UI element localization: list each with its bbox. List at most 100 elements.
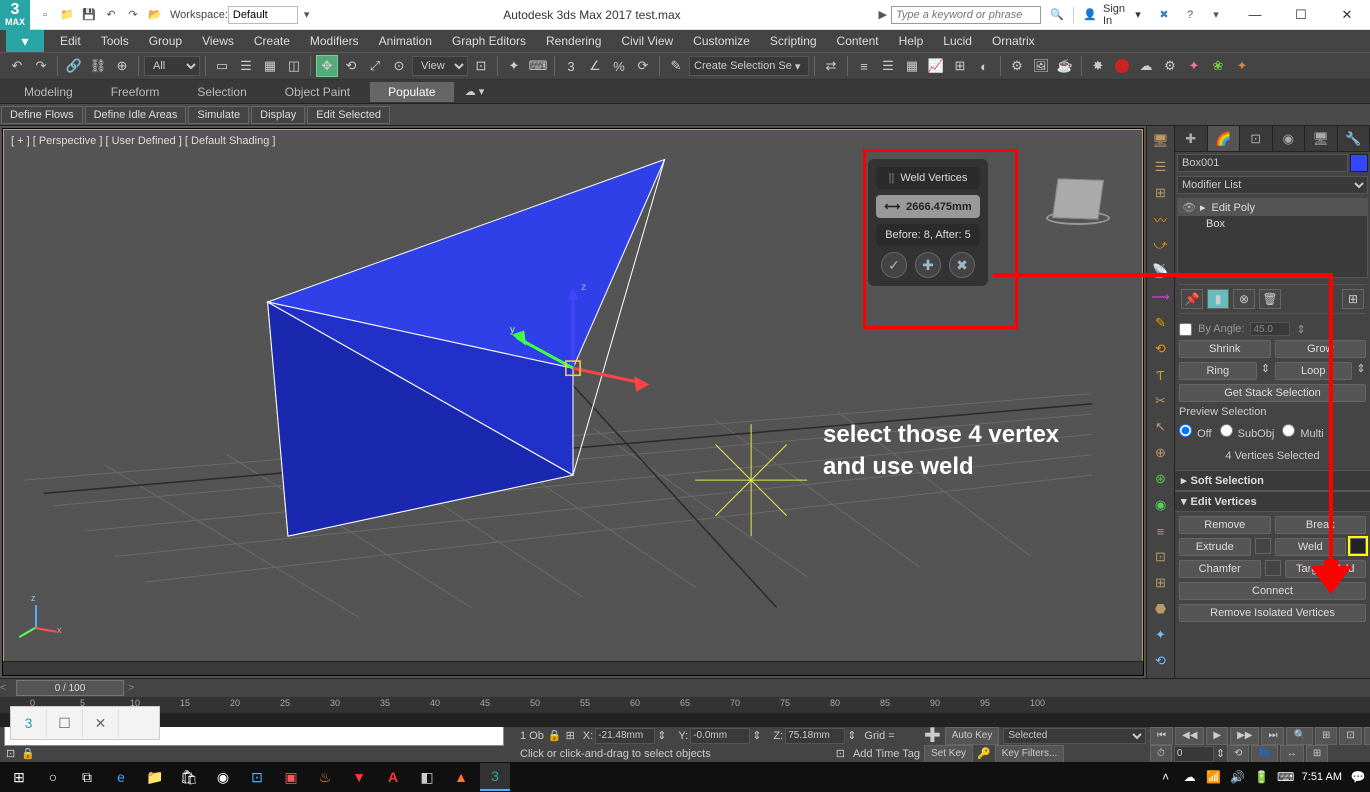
- search-left-icon[interactable]: ▶: [875, 8, 891, 21]
- save-icon[interactable]: 💾: [80, 6, 98, 24]
- preview-subobj-radio[interactable]: SubObj: [1220, 424, 1275, 440]
- taskbar-app2[interactable]: ▣: [276, 763, 306, 791]
- taskbar-app1[interactable]: ⊡: [242, 763, 272, 791]
- tray-battery-icon[interactable]: 🔋: [1254, 769, 1270, 785]
- isolate-icon[interactable]: ⊡: [6, 747, 15, 760]
- ribbon-tab-objectpaint[interactable]: Object Paint: [267, 82, 368, 102]
- tab-modify[interactable]: 🌈: [1208, 126, 1241, 151]
- ribbon-tab-modeling[interactable]: Modeling: [6, 82, 91, 102]
- subribbon-simulate[interactable]: Simulate: [188, 106, 249, 124]
- adaptive-icon[interactable]: ⊞: [566, 729, 575, 742]
- weld-settings-button[interactable]: [1350, 538, 1366, 554]
- object-name-input[interactable]: [1177, 154, 1348, 172]
- undo-btn[interactable]: ↶: [6, 55, 28, 77]
- toggle-ribbon-btn[interactable]: ▦: [901, 55, 923, 77]
- autokey-button[interactable]: Auto Key: [945, 727, 1000, 745]
- app-logo[interactable]: 3MAX: [0, 0, 30, 30]
- eye-icon[interactable]: 👁: [1182, 201, 1194, 214]
- minimize-button[interactable]: —: [1232, 0, 1278, 30]
- taskbar-3dsmax[interactable]: 3: [480, 763, 510, 791]
- ribbon-tab-freeform[interactable]: Freeform: [93, 82, 178, 102]
- modifier-list[interactable]: Modifier List: [1177, 176, 1368, 194]
- selection-filter[interactable]: All: [144, 56, 200, 76]
- stack-item-box[interactable]: Box: [1178, 216, 1367, 232]
- trackbar[interactable]: < 0 / 100 > 051015 20253035 40455055 606…: [0, 678, 1370, 726]
- move-btn[interactable]: ✥: [316, 55, 338, 77]
- current-frame[interactable]: [1174, 746, 1214, 762]
- next-frame-button[interactable]: ▶▶: [1230, 727, 1259, 745]
- strip-icon[interactable]: ⊞: [1150, 572, 1172, 594]
- nav-walk-button[interactable]: 👣: [1251, 745, 1277, 763]
- explorer-tab[interactable]: 3: [11, 709, 47, 737]
- render-setup-btn[interactable]: ⚙: [1006, 55, 1028, 77]
- search-input[interactable]: [891, 6, 1041, 24]
- nav-orbit-button[interactable]: ⟲: [1227, 745, 1249, 763]
- strip-icon[interactable]: 〰: [1150, 208, 1172, 230]
- menu-customize[interactable]: Customize: [683, 30, 760, 52]
- explorer-tab-close[interactable]: ✕: [83, 709, 119, 737]
- play-button[interactable]: ▶: [1206, 727, 1228, 745]
- taskbar-explorer[interactable]: 📁: [140, 763, 170, 791]
- ring-button[interactable]: Ring: [1179, 362, 1257, 380]
- grow-button[interactable]: Grow: [1275, 340, 1367, 358]
- strip-icon[interactable]: ✂: [1150, 390, 1172, 412]
- plugin3-icon[interactable]: ☁: [1135, 55, 1157, 77]
- strip-icon[interactable]: ⟲: [1150, 338, 1172, 360]
- ribbon-tab-populate[interactable]: Populate: [370, 82, 453, 102]
- menu-civilview[interactable]: Civil View: [611, 30, 683, 52]
- plugin4-icon[interactable]: ⚙: [1159, 55, 1181, 77]
- nav-dolly-button[interactable]: ↔: [1280, 745, 1304, 763]
- explorer-window-tabs[interactable]: 3 ☐ ✕: [10, 706, 160, 740]
- taskbar-app5[interactable]: ◧: [412, 763, 442, 791]
- ribbon-tab-selection[interactable]: Selection: [179, 82, 264, 102]
- tray-input-icon[interactable]: ⌨: [1278, 769, 1294, 785]
- nav-pan-button[interactable]: ✋: [1364, 727, 1370, 745]
- angle-snap-btn[interactable]: ∠: [584, 55, 606, 77]
- subribbon-display[interactable]: Display: [251, 106, 305, 124]
- tab-motion[interactable]: ◉: [1273, 126, 1306, 151]
- prev-frame-button[interactable]: ◀◀: [1175, 727, 1204, 745]
- snap-btn[interactable]: 3: [560, 55, 582, 77]
- plugin7-icon[interactable]: ✦: [1231, 55, 1253, 77]
- align-btn[interactable]: ≡: [853, 55, 875, 77]
- remove-modifier-button[interactable]: 🗑: [1259, 289, 1281, 309]
- select-name-btn[interactable]: ☰: [235, 55, 257, 77]
- search-icon[interactable]: 🔍: [1047, 5, 1067, 25]
- window-crossing-btn[interactable]: ◫: [283, 55, 305, 77]
- preview-multi-radio[interactable]: Multi: [1282, 424, 1323, 440]
- tray-clock[interactable]: 7:51 AM: [1302, 771, 1342, 783]
- add-time-tag[interactable]: Add Time Tag: [853, 748, 920, 760]
- keymode-btn[interactable]: ⌨: [527, 55, 549, 77]
- strip-icon[interactable]: ↖: [1150, 416, 1172, 438]
- strip-icon[interactable]: 🖥: [1150, 130, 1172, 152]
- taskbar-chrome[interactable]: ◉: [208, 763, 238, 791]
- coord-x[interactable]: [595, 728, 655, 744]
- menu-create[interactable]: Create: [244, 30, 300, 52]
- menu-lucid[interactable]: Lucid: [933, 30, 982, 52]
- subribbon-editselected[interactable]: Edit Selected: [307, 106, 390, 124]
- tray-notifications-icon[interactable]: 💬: [1350, 769, 1366, 785]
- by-angle-checkbox[interactable]: [1179, 323, 1192, 336]
- nav-maximize-button[interactable]: ⊞: [1306, 745, 1328, 763]
- project-icon[interactable]: 📂: [146, 6, 164, 24]
- cortana-button[interactable]: ○: [38, 763, 68, 791]
- strip-icon[interactable]: ⤻: [1150, 234, 1172, 256]
- time-ruler[interactable]: 051015 20253035 40455055 60657075 808590…: [0, 697, 1370, 713]
- layers-btn[interactable]: ☰: [877, 55, 899, 77]
- strip-icon[interactable]: ✎: [1150, 312, 1172, 334]
- tab-create[interactable]: ✚: [1175, 126, 1208, 151]
- taskview-button[interactable]: ⧉: [72, 763, 102, 791]
- tab-display[interactable]: 🖥: [1305, 126, 1338, 151]
- menu-edit[interactable]: Edit: [50, 30, 91, 52]
- strip-icon[interactable]: ⬣: [1150, 598, 1172, 620]
- menu-help[interactable]: Help: [889, 30, 934, 52]
- mirror-btn[interactable]: ⇄: [820, 55, 842, 77]
- named-sel-combo[interactable]: Create Selection Se ▾: [689, 56, 809, 76]
- keyfilters-button[interactable]: Key Filters...: [995, 745, 1065, 763]
- subribbon-defineflows[interactable]: Define Flows: [1, 106, 83, 124]
- chamfer-button[interactable]: Chamfer: [1179, 560, 1261, 578]
- exchange-icon[interactable]: ✖: [1154, 5, 1174, 25]
- tray-volume-icon[interactable]: 🔊: [1230, 769, 1246, 785]
- tab-hierarchy[interactable]: ⊡: [1240, 126, 1273, 151]
- render-btn[interactable]: ☕: [1054, 55, 1076, 77]
